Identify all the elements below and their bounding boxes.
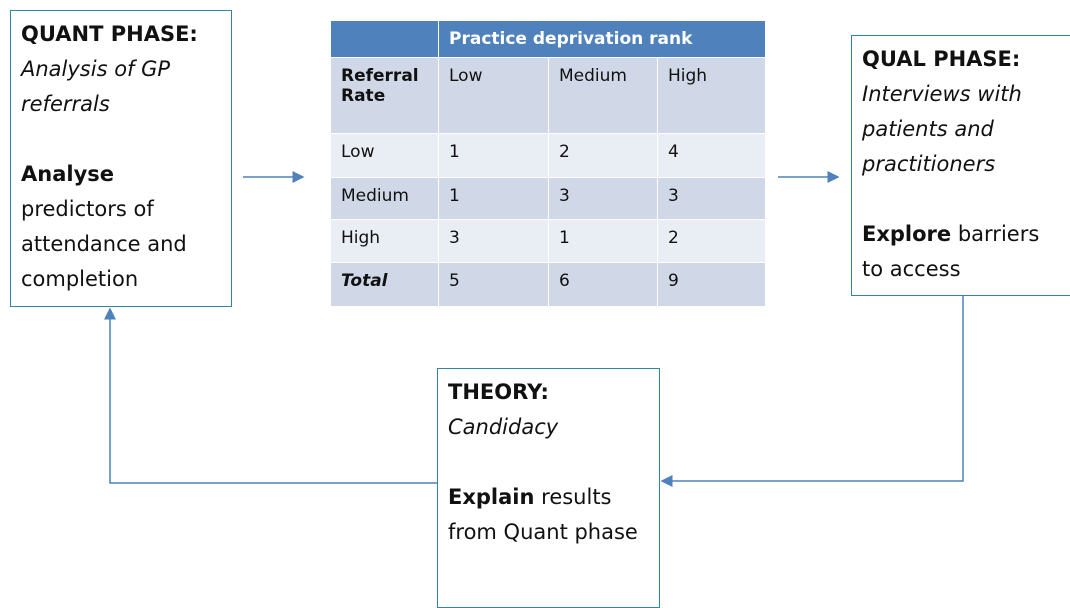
row-label: Low xyxy=(330,133,439,178)
table-cell: 4 xyxy=(657,133,766,178)
corner-label: Referral Rate xyxy=(330,57,439,134)
page: QUANT PHASE: Analysis of GP referrals An… xyxy=(10,10,1070,608)
quant-box: QUANT PHASE: Analysis of GP referrals An… xyxy=(10,10,232,307)
row-label: Total xyxy=(330,262,439,307)
box-subtitle: Candidacy xyxy=(448,415,559,439)
box-detail: barriers to access xyxy=(862,222,1040,281)
column-header: Medium xyxy=(548,57,658,134)
table-header: Practice deprivation rank xyxy=(438,20,766,58)
arrow xyxy=(104,307,437,484)
table-row: Low 1 2 4 xyxy=(330,133,766,178)
table-cell: 6 xyxy=(548,262,658,307)
box-title: THEORY: xyxy=(448,380,549,404)
box-title: QUANT PHASE: xyxy=(21,22,198,46)
table-cell: 2 xyxy=(657,219,766,263)
table-cell: 3 xyxy=(438,219,549,263)
table-cell: 5 xyxy=(438,262,549,307)
qual-box: QUAL PHASE: Interviews with patients and… xyxy=(851,35,1070,296)
arrow xyxy=(660,296,964,487)
table-cell: 9 xyxy=(657,262,766,307)
table-row: Total 5 6 9 xyxy=(330,262,766,307)
box-detail: results from Quant phase xyxy=(448,485,638,544)
table-cell: 1 xyxy=(438,133,549,178)
table-cell: 2 xyxy=(548,133,658,178)
box-subtitle: Interviews with patients and practitione… xyxy=(862,82,1022,176)
theory-box: THEORY: Candidacy Explain results from Q… xyxy=(437,368,660,608)
connectors xyxy=(104,171,964,487)
table-cell: 1 xyxy=(438,177,549,220)
column-header: Low xyxy=(438,57,549,134)
table-cell: 3 xyxy=(657,177,766,220)
box-detail: predictors of attendance and completion xyxy=(21,197,187,291)
box-action: Explore xyxy=(862,222,952,246)
table: Practice deprivation rank Referral Rate … xyxy=(330,20,766,307)
table-row: High 3 1 2 xyxy=(330,219,766,263)
box-action: Analyse xyxy=(21,162,115,186)
row-label: High xyxy=(330,219,439,263)
table-cell: 3 xyxy=(548,177,658,220)
column-header: High xyxy=(657,57,766,134)
box-subtitle: Analysis of GP referrals xyxy=(21,57,171,116)
box-title: QUAL PHASE: xyxy=(862,47,1021,71)
table-cell: 1 xyxy=(548,219,658,263)
header-blank xyxy=(330,20,439,58)
table-row: Medium 1 3 3 xyxy=(330,177,766,220)
box-action: Explain xyxy=(448,485,535,509)
row-label: Medium xyxy=(330,177,439,220)
